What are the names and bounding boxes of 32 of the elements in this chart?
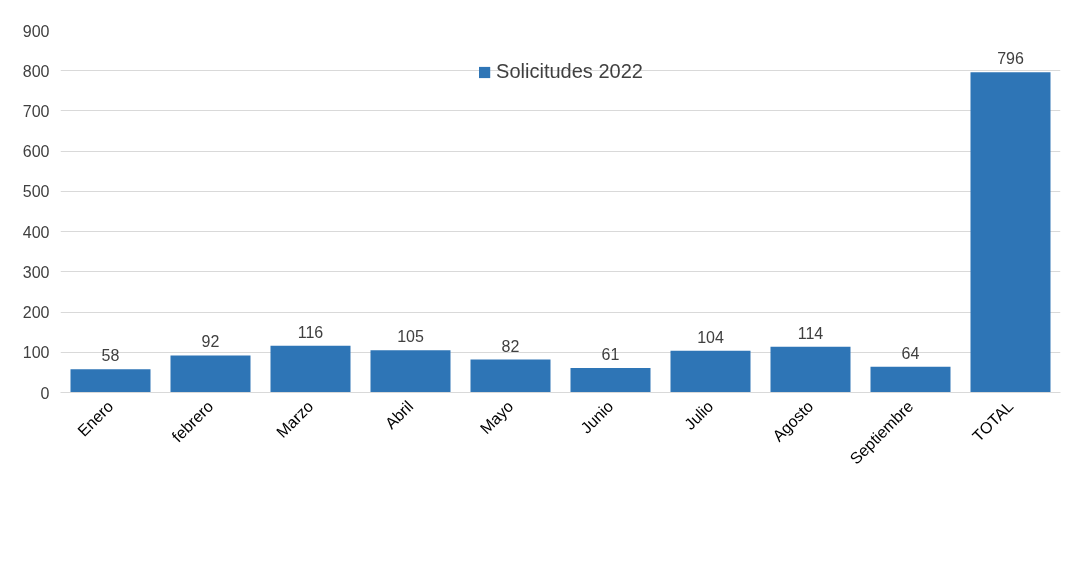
y-tick-label: 600 [22, 143, 50, 161]
bar [270, 345, 351, 393]
y-tick-label: 800 [22, 62, 50, 80]
y-tick-label: 900 [22, 22, 50, 40]
x-tick-label: Julio [681, 397, 717, 433]
data-label: 796 [997, 50, 1024, 68]
bar [770, 346, 851, 393]
y-tick-label: 400 [22, 223, 50, 241]
data-label: 92 [201, 333, 220, 351]
y-tick-label: 0 [40, 384, 50, 402]
bar [470, 359, 551, 393]
bar [670, 350, 751, 393]
y-tick-label: 100 [22, 344, 50, 362]
data-label: 114 [797, 324, 824, 342]
y-tick-label: 200 [22, 304, 50, 322]
y-tick-label: 500 [22, 183, 50, 201]
data-label: 104 [697, 328, 724, 346]
y-tick-label: 700 [22, 102, 50, 120]
y-tick-label: 300 [22, 263, 50, 281]
data-label: 116 [297, 323, 324, 341]
bar [970, 72, 1051, 393]
data-label: 105 [397, 328, 424, 346]
data-label: 61 [601, 345, 620, 363]
bar [370, 350, 451, 393]
data-label: 82 [501, 337, 520, 355]
data-label: 64 [901, 344, 920, 362]
data-label: 58 [101, 347, 120, 365]
legend-label: Solicitudes 2022 [496, 60, 643, 83]
bar [870, 366, 951, 393]
bar [570, 367, 651, 393]
bar [170, 355, 251, 393]
bar [70, 369, 151, 393]
